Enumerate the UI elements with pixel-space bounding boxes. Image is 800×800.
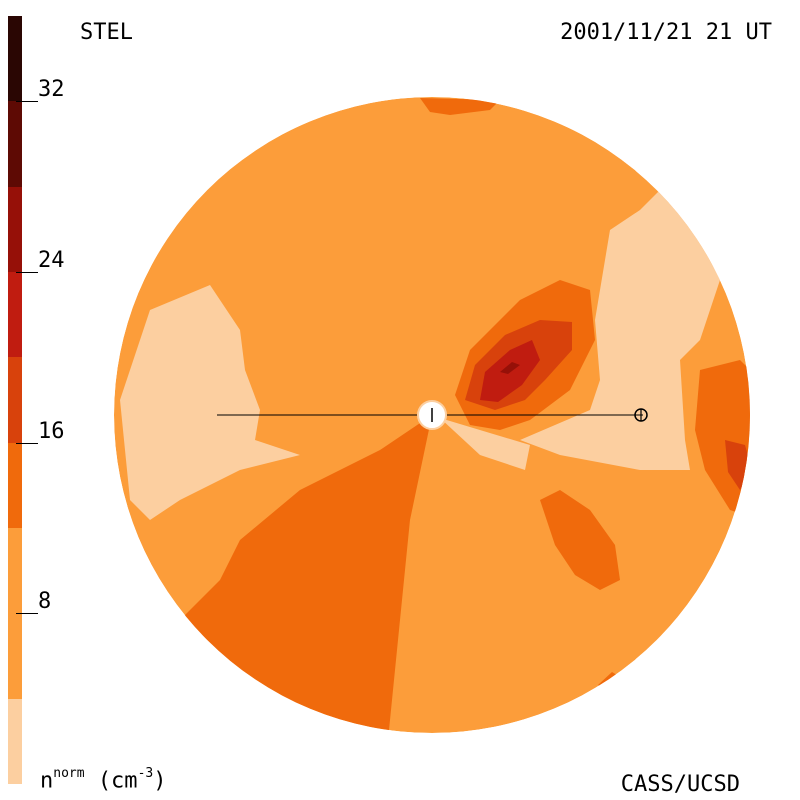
colorbar-level-2 — [8, 442, 22, 528]
map-disc — [114, 97, 750, 733]
colorbar-tick-label: 24 — [38, 248, 65, 273]
colorbar-level-5 — [8, 186, 22, 272]
units-base: n — [40, 768, 54, 794]
units-sup: norm — [53, 766, 85, 781]
colorbar-level-3 — [8, 357, 22, 443]
colorbar-level-6 — [8, 101, 22, 187]
contour-lower-right — [540, 490, 620, 590]
light-region-left — [120, 285, 300, 520]
colorbar-tick — [16, 613, 38, 615]
contour-top — [420, 98, 500, 115]
units-exp: -3 — [137, 766, 154, 781]
colorbar-level-0 — [8, 698, 22, 784]
colorbar: 8 16 24 32 — [8, 16, 65, 784]
colorbar-level-7 — [8, 16, 22, 102]
units-label: nnorm (cm-3) — [40, 766, 167, 794]
colorbar-level-4 — [8, 272, 22, 358]
colorbar-tick — [16, 442, 38, 444]
units-close: ) — [153, 768, 167, 794]
units-rest: (cm — [97, 768, 138, 794]
contour-center-core — [500, 362, 520, 374]
colorbar-tick-label: 32 — [38, 77, 65, 103]
light-region-right — [520, 190, 720, 470]
station-label: STEL — [80, 20, 133, 45]
contour-lower-left — [180, 415, 432, 733]
colorbar-tick-label: 16 — [38, 418, 65, 444]
light-wedge — [440, 418, 530, 470]
colorbar-tick-label: 8 — [38, 589, 52, 615]
colorbar-tick — [16, 101, 38, 103]
datetime-label: 2001/11/21 21 UT — [560, 20, 772, 45]
colorbar-level-1 — [8, 528, 22, 699]
colorbar-tick — [16, 272, 38, 273]
credit-label: CASS/UCSD — [620, 772, 740, 797]
